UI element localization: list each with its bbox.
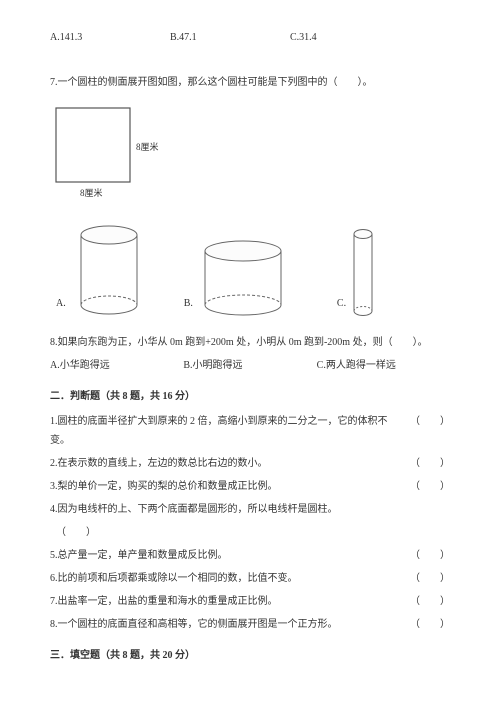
q7-option-b-label: B. [184,294,193,313]
q7-side-label-right: 8厘米 [136,141,159,152]
section3-title: 三．填空题（共 8 题，共 20 分） [50,646,450,665]
q8-option-c: C.两人跑得一样远 [317,356,450,375]
paren: （ ） [404,615,450,634]
paren: （ ） [404,477,450,496]
paren: （ ） [50,523,96,542]
q7-option-c-label: C. [337,294,346,313]
section2-title: 二．判断题（共 8 题，共 16 分） [50,387,450,406]
paren: （ ） [404,454,450,473]
q6-options: A.141.3 B.47.1 C.31.4 [50,28,450,47]
q6-option-a: A.141.3 [50,28,170,47]
q8-text: 8.如果向东跑为正，小华从 0m 跑到+200m 处，小明从 0m 跑到-200… [50,333,450,352]
paren: （ ） [404,546,450,565]
q7-cylinder-a [70,223,148,319]
paren: （ ） [404,569,450,588]
q7-side-label-bottom: 8厘米 [80,187,103,198]
q7-option-a-label: A. [56,294,66,313]
s2-item-8: 8.一个圆柱的底面直径和高相等，它的侧面展开图是一个正方形。 [50,615,404,634]
s2-item-4: 4.因为电线杆的上、下两个底面都是圆形的，所以电线杆是圆柱。 [50,500,450,519]
q7-cylinders: A. B. C. [50,223,450,319]
s2-item-6: 6.比的前项和后项都乘或除以一个相同的数，比值不变。 [50,569,404,588]
s2-item-2: 2.在表示数的直线上，左边的数总比右边的数小。 [50,454,404,473]
q7-square-diagram: 8厘米 8厘米 [50,102,450,209]
q7-text: 7.一个圆柱的侧面展开图如图，那么这个圆柱可能是下列图中的（ ）。 [50,73,450,92]
paren: （ ） [404,412,450,450]
s2-item-5: 5.总产量一定，单产量和数量成反比例。 [50,546,404,565]
q8-options: A.小华跑得远 B.小明跑得远 C.两人跑得一样远 [50,356,450,375]
q8-option-a: A.小华跑得远 [50,356,183,375]
paren: （ ） [404,592,450,611]
section2-list: 1.圆柱的底面半径扩大到原来的 2 倍，高缩小到原来的二分之一，它的体积不变。（… [50,412,450,634]
s2-item-7: 7.出盐率一定，出盐的重量和海水的重量成正比例。 [50,592,404,611]
q6-option-b: B.47.1 [170,28,290,47]
q6-option-c: C.31.4 [290,28,410,47]
q8-option-b: B.小明跑得远 [183,356,316,375]
q7-cylinder-b [197,239,289,319]
q7-cylinder-c [350,227,376,319]
s2-item-3: 3.梨的单价一定，购买的梨的总价和数量成正比例。 [50,477,404,496]
s2-item-1: 1.圆柱的底面半径扩大到原来的 2 倍，高缩小到原来的二分之一，它的体积不变。 [50,412,404,450]
